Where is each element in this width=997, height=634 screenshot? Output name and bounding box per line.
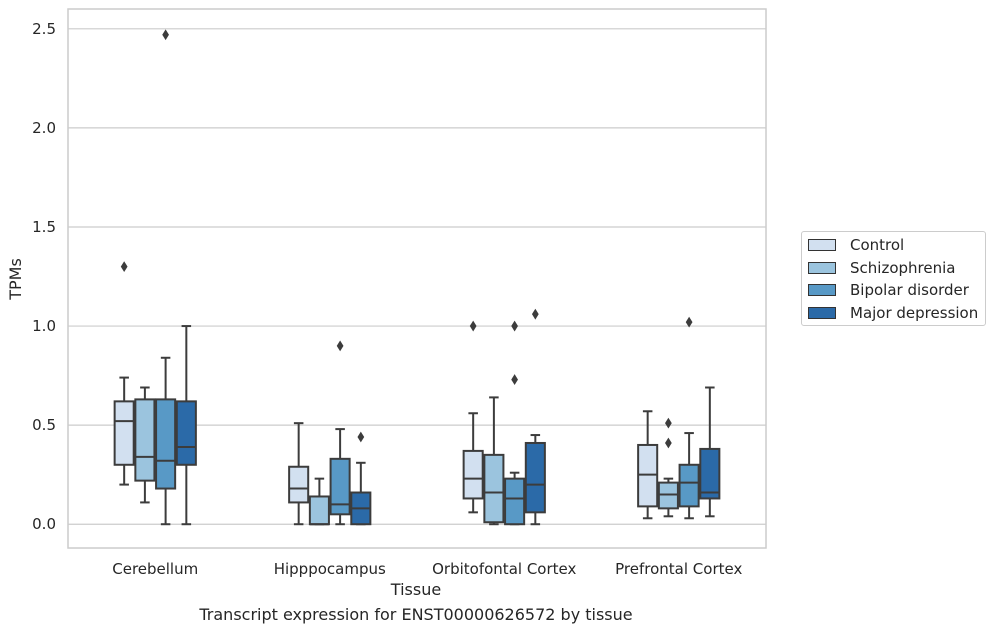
box-iqr: [462, 449, 484, 500]
box-control: [637, 410, 659, 520]
legend-label: Bipolar disorder: [850, 281, 969, 299]
y-tick-label: 1.0: [32, 317, 56, 335]
box-bipolar-disorder: [155, 29, 177, 526]
box-major-depression: [175, 325, 197, 526]
y-tick-labels: 0.0 0.5 1.0 1.5 2.0 2.5: [32, 20, 56, 533]
outlier-point: [469, 320, 477, 332]
box-iqr: [175, 400, 197, 466]
box-iqr: [524, 441, 546, 514]
y-tick-label: 0.0: [32, 515, 56, 533]
box-control: [462, 320, 484, 514]
y-tick-label: 2.0: [32, 119, 56, 137]
legend-item: Major depression: [808, 303, 978, 323]
box-iqr: [329, 457, 351, 516]
legend-swatch: [808, 306, 836, 319]
outlier-point: [511, 320, 518, 332]
x-axis-label: Tissue: [390, 580, 441, 599]
legend-item: Control: [808, 235, 904, 255]
box-series: [113, 29, 721, 526]
legend-item: Bipolar disorder: [808, 280, 969, 300]
box-iqr: [113, 400, 135, 466]
x-tick-label: Cerebellum: [112, 560, 198, 578]
box-iqr: [483, 453, 505, 524]
outlier-point: [120, 261, 128, 273]
plot-frame: [67, 8, 767, 549]
legend-swatch: [808, 239, 836, 251]
box-bipolar-disorder: [678, 316, 700, 520]
box-iqr: [308, 495, 330, 526]
legend-label: Schizophrenia: [850, 258, 956, 277]
legend-label: Control: [850, 236, 905, 254]
outlier-point: [665, 437, 672, 449]
legend-label: Major depression: [850, 303, 979, 322]
outlier-point: [531, 308, 539, 320]
box-iqr: [504, 477, 526, 526]
outlier-point: [685, 316, 693, 328]
box-major-depression: [524, 308, 546, 526]
chart-caption: Transcript expression for ENST0000062657…: [199, 605, 633, 624]
outlier-point: [665, 417, 672, 429]
outlier-point: [357, 431, 365, 443]
legend-swatch: [808, 284, 836, 296]
y-tick-label: 2.5: [32, 20, 56, 38]
outlier-point: [511, 374, 518, 385]
legend-item: Schizophrenia: [808, 258, 955, 278]
x-tick-labels: Cerebellum Hipppocampus Orbitofontal Corte…: [112, 560, 742, 578]
box-control: [113, 261, 135, 486]
legend-swatch: [808, 261, 836, 274]
box-iqr: [288, 465, 310, 504]
box-control: [288, 422, 310, 526]
x-tick-label: Prefrontal Cortex: [615, 560, 742, 578]
box-schizophrenia: [134, 386, 156, 504]
y-axis-label: TPMs: [6, 258, 25, 301]
x-tick-label: Orbitofontal Cortex: [432, 560, 576, 578]
x-tick-label: Hipppocampus: [274, 560, 386, 578]
box-schizophrenia: [308, 477, 330, 526]
legend: Control Schizophrenia Bipolar disorder Majo…: [801, 231, 986, 326]
outlier-point: [162, 29, 169, 41]
box-bipolar-disorder: [329, 340, 351, 526]
box-iqr: [699, 447, 721, 500]
box-iqr: [678, 463, 700, 508]
box-schizophrenia: [657, 417, 679, 518]
outlier-point: [336, 340, 344, 352]
box-major-depression: [699, 386, 721, 518]
box-bipolar-disorder: [504, 320, 526, 526]
box-major-depression: [350, 431, 372, 526]
y-tick-label: 0.5: [32, 416, 56, 434]
box-iqr: [155, 398, 177, 490]
box-schizophrenia: [483, 396, 505, 526]
y-tick-label: 1.5: [32, 218, 56, 236]
box-iqr: [134, 398, 156, 482]
